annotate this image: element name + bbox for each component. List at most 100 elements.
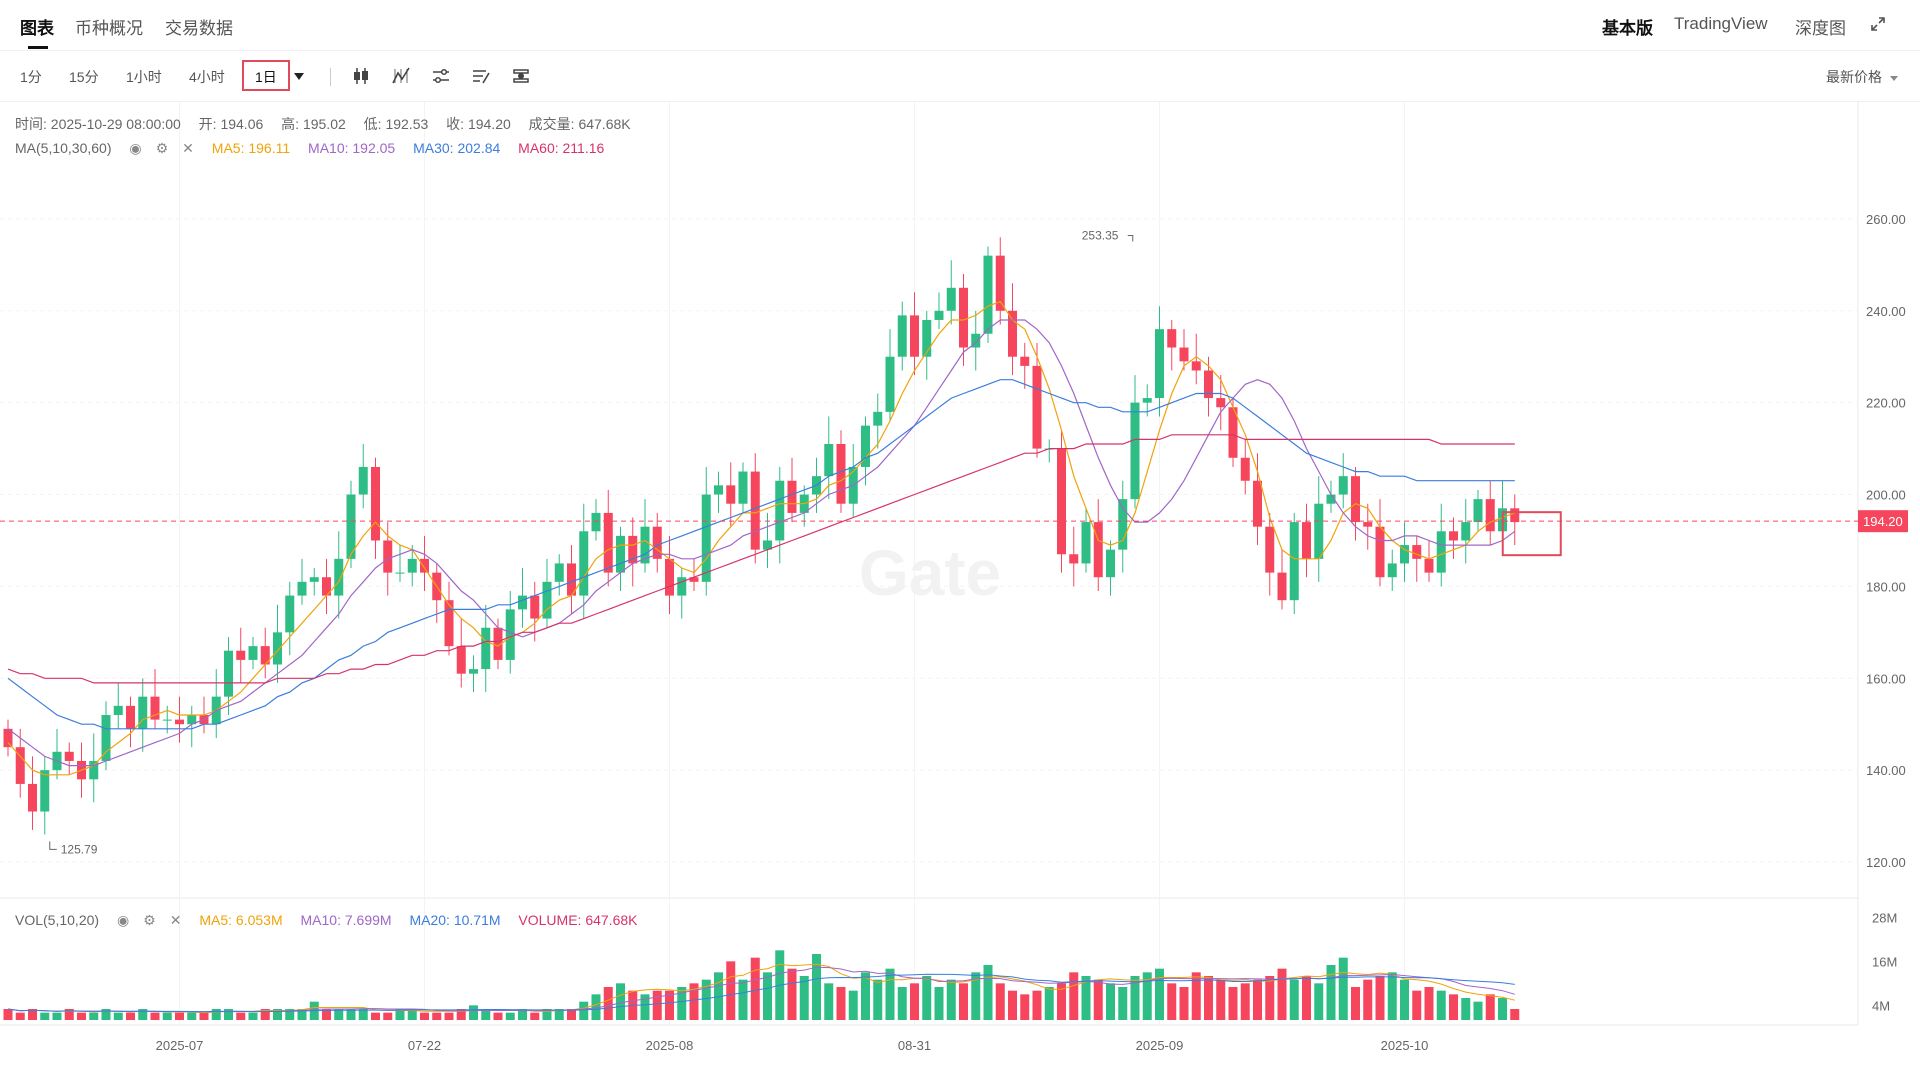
volume-bar	[150, 1012, 160, 1020]
candle-body	[383, 540, 393, 573]
volume-bar	[750, 957, 760, 1020]
indicator-icon[interactable]	[390, 65, 412, 87]
volume-bar	[138, 1009, 148, 1020]
volume-bar	[285, 1009, 295, 1020]
volume-bar	[714, 972, 723, 1020]
candle-body	[1216, 398, 1226, 408]
candle-body	[444, 600, 454, 647]
vol-eye-icon[interactable]: ◉	[116, 912, 130, 928]
volume-bar	[1118, 987, 1128, 1020]
volume-bar	[812, 954, 821, 1020]
volume-bar	[420, 1012, 429, 1020]
volume-bar	[971, 972, 981, 1020]
volume-bar	[1179, 987, 1189, 1020]
candle-body	[1510, 508, 1520, 523]
volume-bar	[126, 1012, 135, 1020]
basic-version-link[interactable]: 基本版	[1602, 19, 1653, 38]
candle-body	[162, 719, 172, 721]
price-tick-label: 200.00	[1866, 488, 1906, 503]
drawing-tools-icon[interactable]	[470, 65, 492, 87]
volume-bar	[407, 1009, 417, 1020]
vol-settings-icon[interactable]: ⚙	[143, 912, 156, 928]
candle-body	[750, 471, 760, 550]
ohlc-info-row: 时间: 2025-10-29 08:00:00 开: 194.06 高: 195…	[15, 114, 645, 134]
high-marker-arrow	[1127, 234, 1134, 242]
volume-bar	[334, 1009, 344, 1020]
candle-body	[861, 425, 870, 467]
close-icon[interactable]: ✕	[182, 140, 194, 156]
vol-ma5-line	[7, 963, 1515, 1014]
candle-body	[309, 577, 319, 582]
volume-bar	[248, 1012, 258, 1020]
candle-body	[1265, 526, 1275, 573]
ma-legend: MA(5,10,30,60) ◉ ⚙ ✕ MA5: 196.11 MA10: 192…	[15, 140, 618, 157]
volume-bar	[1473, 1001, 1483, 1020]
candlestick-type-icon[interactable]	[350, 65, 372, 87]
candle-body	[248, 646, 258, 660]
eye-icon[interactable]: ◉	[129, 140, 142, 156]
timeframe-1d-highlight	[242, 60, 290, 91]
vol-close-icon[interactable]: ✕	[169, 912, 182, 928]
volume-bar	[1142, 972, 1152, 1020]
timeframe-4h[interactable]: 4小时	[189, 69, 225, 85]
volume-bar	[1485, 994, 1495, 1020]
depth-chart-link[interactable]: 深度图	[1795, 19, 1846, 38]
vol-legend: VOL(5,10,20) ◉ ⚙ ✕ MA5: 6.053M MA10: 7.699…	[15, 912, 651, 929]
tab-coin-overview[interactable]: 币种概况	[75, 19, 143, 38]
vol-legend-title: VOL(5,10,20)	[15, 912, 100, 928]
candle-body	[371, 466, 380, 541]
volume-bar	[358, 1009, 368, 1020]
candle-body	[1020, 356, 1030, 366]
tradingview-link[interactable]: TradingView	[1674, 14, 1768, 33]
candle-body	[1008, 310, 1017, 357]
timeframe-15m[interactable]: 15分	[69, 69, 99, 85]
volume-bar	[910, 983, 919, 1020]
candle-body	[1400, 545, 1409, 564]
volume-bar	[211, 1009, 221, 1020]
volume-bar	[726, 961, 736, 1020]
candle-body	[40, 770, 50, 812]
settings-sliders-icon[interactable]	[430, 65, 452, 87]
fullscreen-icon[interactable]	[1870, 16, 1886, 32]
volume-tick-label: 4M	[1872, 998, 1890, 1013]
timeframe-1m[interactable]: 1分	[20, 69, 42, 85]
candle-body	[1277, 572, 1287, 601]
volume-bar	[1326, 965, 1336, 1020]
tab-trade-data[interactable]: 交易数据	[165, 19, 233, 38]
ma60-value: MA60: 211.16	[518, 140, 605, 156]
ma5-line	[7, 300, 1516, 776]
latest-price-dropdown[interactable]: 最新价格	[1826, 67, 1898, 87]
candle-body	[959, 287, 968, 348]
tab-chart[interactable]: 图表	[20, 19, 54, 38]
volume-bar	[297, 1009, 307, 1020]
time-tick-label: 2025-08	[646, 1038, 694, 1053]
price-tick-label: 160.00	[1866, 671, 1906, 686]
candle-body	[481, 627, 491, 670]
candle-body	[689, 577, 699, 582]
volume-bar	[432, 1012, 442, 1020]
candle-body	[346, 494, 356, 559]
ma30-value: MA30: 202.84	[413, 140, 501, 156]
candle-body	[995, 255, 1005, 311]
price-tick-label: 220.00	[1866, 396, 1906, 411]
timeframe-dropdown-icon[interactable]	[294, 73, 304, 80]
candle-body	[726, 485, 736, 504]
candle-body	[407, 558, 417, 573]
vol-ma20-value: MA20: 10.71M	[409, 912, 501, 928]
candle-body	[579, 531, 589, 596]
candle-body	[1081, 522, 1091, 564]
time-tick-label: 2025-09	[1136, 1038, 1184, 1053]
candle-body	[1069, 554, 1079, 564]
timeframe-1h[interactable]: 1小时	[126, 69, 162, 85]
candle-body	[505, 609, 515, 660]
chart-settings-icon[interactable]	[510, 65, 532, 87]
volume-bar	[873, 979, 883, 1020]
volume-bar	[64, 1009, 74, 1020]
candle-body	[567, 563, 576, 596]
timeframe-1d[interactable]: 1日	[255, 69, 277, 85]
candle-body	[1240, 457, 1250, 481]
settings-icon[interactable]: ⚙	[155, 140, 169, 156]
vol-ma5-value: MA5: 6.053M	[199, 912, 283, 928]
candle-body	[1289, 522, 1299, 601]
